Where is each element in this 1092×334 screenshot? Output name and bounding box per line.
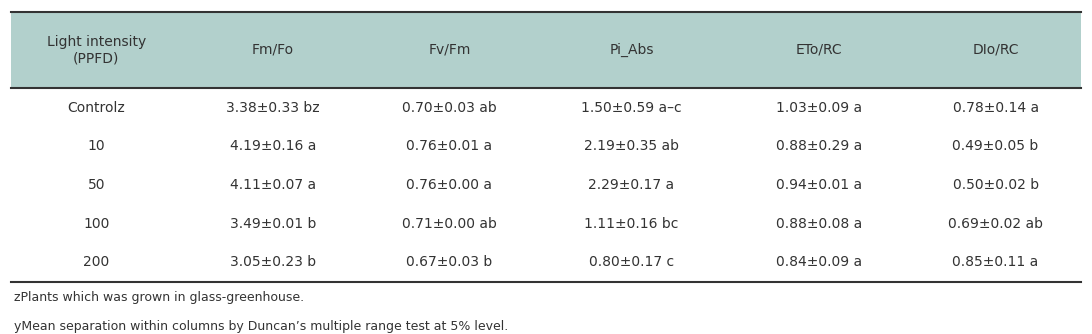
FancyBboxPatch shape bbox=[11, 11, 1081, 89]
Text: 3.38±0.33 bz: 3.38±0.33 bz bbox=[226, 101, 320, 115]
Text: 100: 100 bbox=[83, 217, 109, 230]
Text: 0.88±0.08 a: 0.88±0.08 a bbox=[776, 217, 863, 230]
Text: 0.78±0.14 a: 0.78±0.14 a bbox=[952, 101, 1038, 115]
Text: 0.69±0.02 ab: 0.69±0.02 ab bbox=[948, 217, 1043, 230]
Text: 0.84±0.09 a: 0.84±0.09 a bbox=[776, 255, 862, 269]
Text: yMean separation within columns by Duncan’s multiple range test at 5% level.: yMean separation within columns by Dunca… bbox=[14, 320, 509, 333]
Text: 0.49±0.05 b: 0.49±0.05 b bbox=[952, 139, 1038, 153]
Text: Light intensity
(PPFD): Light intensity (PPFD) bbox=[47, 35, 146, 65]
Text: ETo/RC: ETo/RC bbox=[796, 43, 842, 57]
Text: 0.76±0.01 a: 0.76±0.01 a bbox=[406, 139, 492, 153]
Text: Controlz: Controlz bbox=[68, 101, 126, 115]
Text: 3.49±0.01 b: 3.49±0.01 b bbox=[229, 217, 316, 230]
Text: 0.80±0.17 c: 0.80±0.17 c bbox=[589, 255, 674, 269]
Text: 2.29±0.17 a: 2.29±0.17 a bbox=[589, 178, 675, 192]
Text: DIo/RC: DIo/RC bbox=[972, 43, 1019, 57]
Text: 0.76±0.00 a: 0.76±0.00 a bbox=[406, 178, 492, 192]
Text: Fv/Fm: Fv/Fm bbox=[428, 43, 471, 57]
Text: 10: 10 bbox=[87, 139, 105, 153]
Text: Pi_Abs: Pi_Abs bbox=[609, 43, 654, 57]
Text: 0.94±0.01 a: 0.94±0.01 a bbox=[776, 178, 862, 192]
Text: Fm/Fo: Fm/Fo bbox=[252, 43, 294, 57]
Text: 1.50±0.59 a–c: 1.50±0.59 a–c bbox=[581, 101, 681, 115]
Text: 1.03±0.09 a: 1.03±0.09 a bbox=[776, 101, 862, 115]
Text: 4.19±0.16 a: 4.19±0.16 a bbox=[229, 139, 316, 153]
Text: 3.05±0.23 b: 3.05±0.23 b bbox=[230, 255, 316, 269]
Text: 0.67±0.03 b: 0.67±0.03 b bbox=[406, 255, 492, 269]
Text: 0.50±0.02 b: 0.50±0.02 b bbox=[952, 178, 1038, 192]
Text: 0.70±0.03 ab: 0.70±0.03 ab bbox=[402, 101, 497, 115]
Text: 50: 50 bbox=[87, 178, 105, 192]
Text: 0.71±0.00 ab: 0.71±0.00 ab bbox=[402, 217, 497, 230]
Text: 2.19±0.35 ab: 2.19±0.35 ab bbox=[584, 139, 679, 153]
Text: zPlants which was grown in glass-greenhouse.: zPlants which was grown in glass-greenho… bbox=[14, 291, 305, 304]
Text: 200: 200 bbox=[83, 255, 109, 269]
Text: 4.11±0.07 a: 4.11±0.07 a bbox=[230, 178, 316, 192]
Text: 0.85±0.11 a: 0.85±0.11 a bbox=[952, 255, 1038, 269]
Text: 1.11±0.16 bc: 1.11±0.16 bc bbox=[584, 217, 679, 230]
Text: 0.88±0.29 a: 0.88±0.29 a bbox=[776, 139, 863, 153]
